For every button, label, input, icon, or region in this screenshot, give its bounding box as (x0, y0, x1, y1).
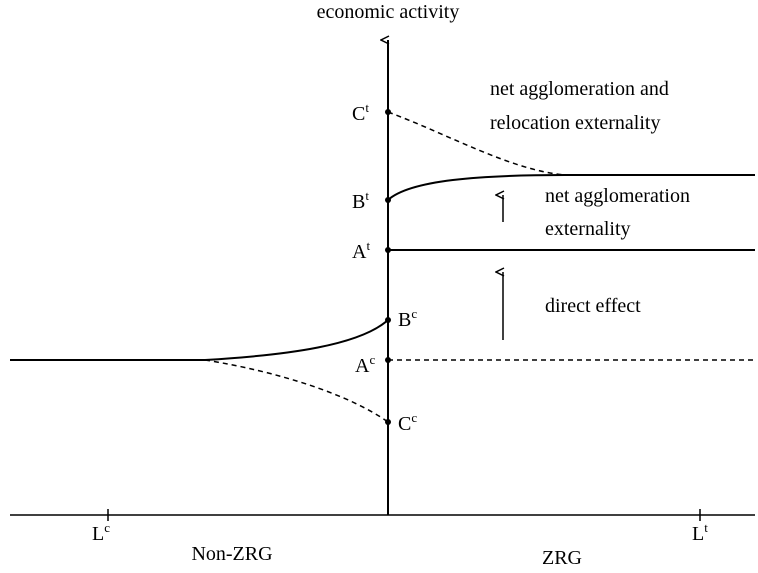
annotation: relocation externality (490, 112, 660, 134)
annotation: externality (545, 218, 631, 240)
region-label: Non-ZRG (191, 543, 272, 565)
point-base: C (398, 413, 411, 435)
tick-sup: c (104, 520, 110, 535)
point-label: Ct (352, 100, 369, 125)
point-sup: c (369, 352, 375, 367)
point-base: A (352, 241, 367, 263)
annotation: net agglomeration and (490, 78, 669, 100)
tick-base: L (92, 523, 104, 545)
point-base: A (355, 355, 370, 377)
point-base: C (352, 103, 365, 125)
curve-bc (10, 319, 389, 361)
tick-sup: t (704, 520, 708, 535)
point-sup: c (411, 410, 417, 425)
point-base: B (352, 191, 365, 213)
curve-bt (387, 174, 755, 201)
annotation: direct effect (545, 295, 641, 317)
curve-cc (204, 359, 389, 423)
annotation: net agglomeration (545, 185, 690, 207)
point-base: B (398, 309, 411, 331)
point-label: At (352, 238, 370, 263)
tick-label: Lt (692, 520, 708, 545)
point-label: Cc (398, 410, 417, 435)
point-sup: c (411, 306, 417, 321)
point-label: Bc (398, 306, 417, 331)
dots (385, 109, 391, 425)
point-sup: t (366, 238, 370, 253)
point-label: Bt (352, 188, 369, 213)
axis-label: economic activity (317, 1, 460, 23)
region-label: ZRG (542, 547, 582, 569)
tick-label: Lc (92, 520, 110, 545)
tick-base: L (692, 523, 704, 545)
point-sup: t (365, 188, 369, 203)
point-label: Ac (355, 352, 375, 377)
point-sup: t (365, 100, 369, 115)
